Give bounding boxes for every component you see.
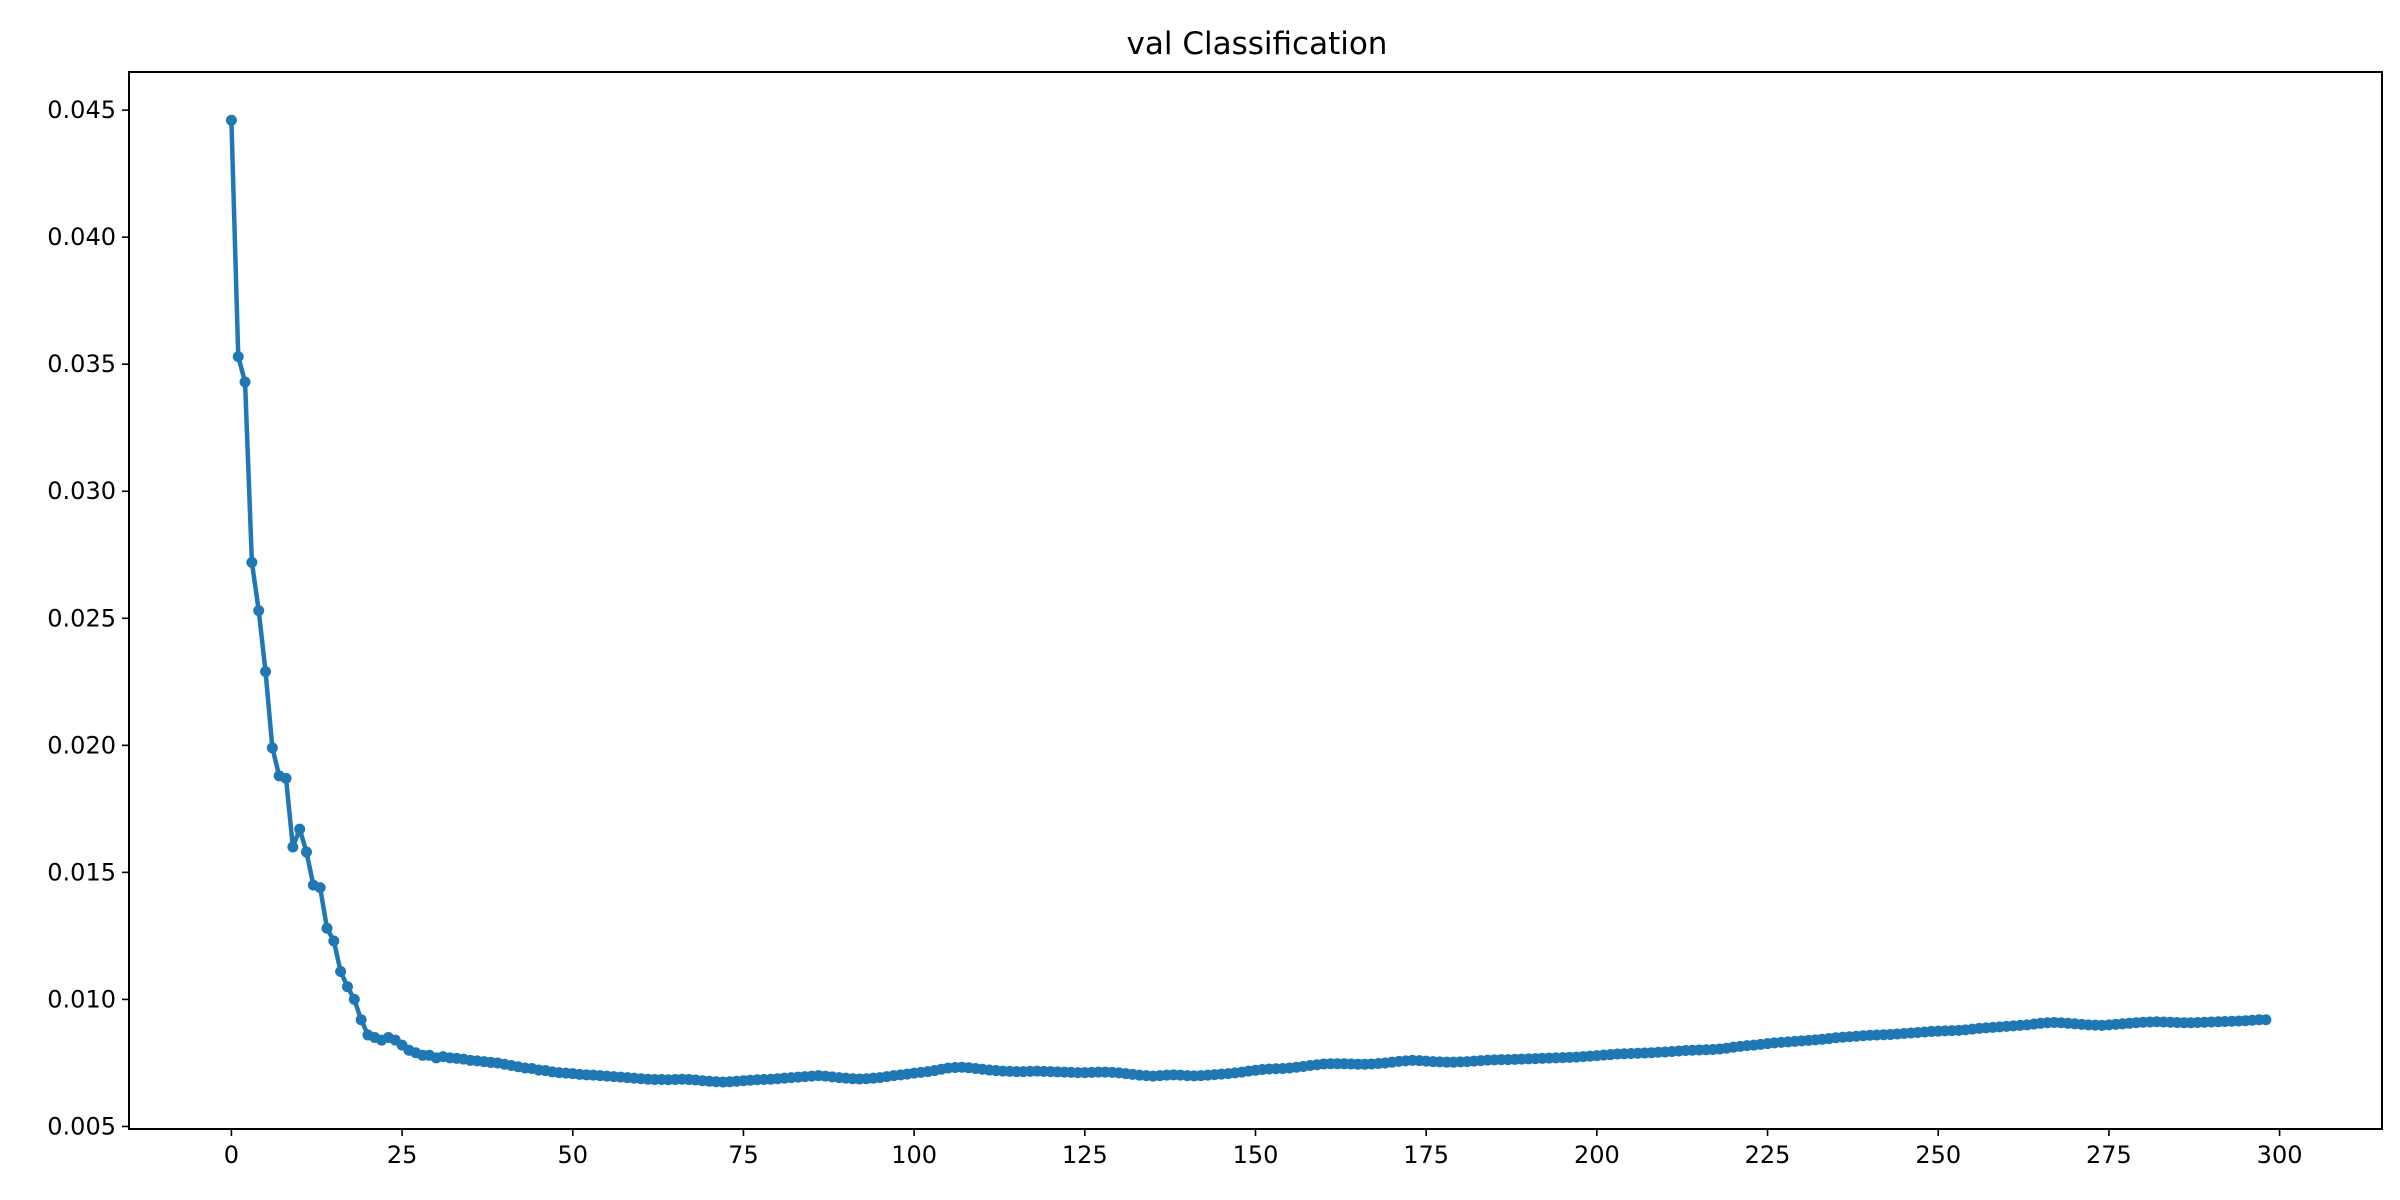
x-tick-label: 75: [728, 1141, 759, 1169]
chart-title: val Classification: [1127, 26, 1388, 62]
x-tick-label: 250: [1915, 1141, 1961, 1169]
y-axis: 0.005 0.010 0.015 0.020 0.025 0.030 0.035 0.040…: [47, 96, 129, 1140]
y-tick-label: 0.040: [47, 223, 116, 251]
data-point: [280, 772, 292, 784]
data-point: [266, 742, 278, 754]
data-point: [301, 846, 313, 858]
x-tick-label: 150: [1233, 1141, 1279, 1169]
x-tick-label: 0: [224, 1141, 239, 1169]
y-tick-label: 0.025: [47, 604, 116, 632]
y-tick-label: 0.030: [47, 477, 116, 505]
x-tick-label: 300: [2257, 1141, 2303, 1169]
data-point: [253, 605, 265, 617]
x-tick-label: 25: [387, 1141, 418, 1169]
data-point: [321, 922, 333, 934]
data-point: [294, 823, 306, 835]
y-tick-label: 0.035: [47, 350, 116, 378]
y-tick-label: 0.020: [47, 731, 116, 759]
x-tick-label: 125: [1062, 1141, 1108, 1169]
x-tick-label: 200: [1574, 1141, 1620, 1169]
data-point: [2260, 1014, 2272, 1026]
y-tick-label: 0.005: [47, 1112, 116, 1140]
data-point: [239, 376, 251, 388]
x-tick-label: 225: [1745, 1141, 1791, 1169]
data-point: [225, 114, 237, 126]
series-markers: [225, 114, 2272, 1088]
x-tick-label: 100: [891, 1141, 937, 1169]
x-tick-label: 275: [2086, 1141, 2132, 1169]
data-point: [287, 841, 299, 853]
y-tick-label: 0.015: [47, 858, 116, 886]
y-tick-label: 0.010: [47, 985, 116, 1013]
data-point: [246, 556, 258, 568]
data-point: [348, 993, 360, 1005]
x-tick-label: 50: [557, 1141, 588, 1169]
y-tick-label: 0.045: [47, 96, 116, 124]
data-point: [314, 882, 326, 894]
data-point: [328, 935, 340, 947]
data-point: [260, 666, 272, 678]
x-axis: 0 25 50 75 100 125 150 175 200 225 250 275 300: [224, 1129, 2303, 1169]
x-tick-label: 175: [1403, 1141, 1449, 1169]
plot-area: [225, 114, 2272, 1088]
axes-frame: [128, 71, 2383, 1130]
data-point: [341, 981, 353, 993]
data-point: [232, 351, 244, 363]
data-point: [355, 1014, 367, 1026]
data-point: [335, 965, 347, 977]
